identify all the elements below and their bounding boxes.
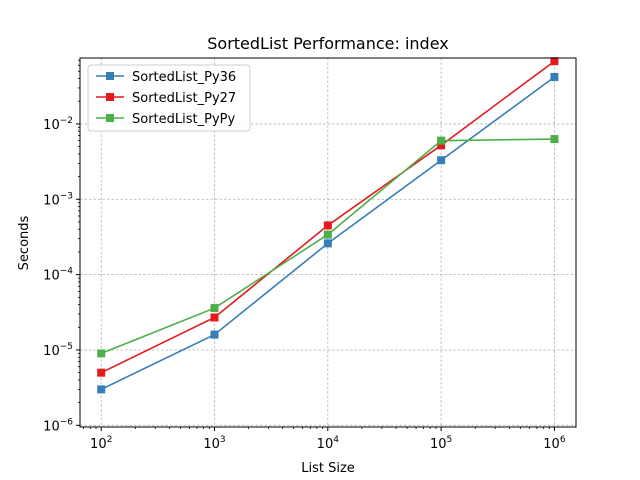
x-tick-label: 102 (90, 435, 112, 452)
data-point (323, 239, 332, 248)
y-tick-label: 10−4 (43, 267, 73, 284)
data-point (550, 72, 559, 81)
data-point (550, 135, 559, 144)
x-tick-label: 104 (317, 435, 340, 452)
data-point (437, 136, 446, 145)
legend-box (87, 64, 251, 132)
y-tick-label: 10−5 (43, 342, 73, 359)
legend-marker (106, 93, 114, 101)
x-axis: 102 103 104 105 106 (83, 427, 566, 452)
y-axis-label: Seconds (17, 215, 32, 270)
data-point (437, 156, 446, 165)
y-tick-label: 10−6 (43, 417, 73, 434)
data-point (323, 230, 332, 239)
legend-item: SortedList_PyPy (96, 112, 235, 127)
legend-label: SortedList_Py27 (132, 91, 236, 106)
legend-item: SortedList_Py36 (96, 70, 236, 85)
series-SortedList_Py36 (97, 72, 559, 394)
series-SortedList_PyPy (97, 135, 559, 358)
y-tick-label: 10−3 (43, 191, 73, 208)
legend-label: SortedList_Py36 (132, 70, 236, 85)
data-point (97, 385, 106, 394)
y-tick-label: 10−2 (43, 116, 73, 133)
data-point (210, 304, 219, 313)
data-point (210, 330, 219, 339)
chart-title: SortedList Performance: index (207, 34, 449, 53)
data-point (210, 313, 219, 322)
x-tick-label: 103 (203, 435, 225, 452)
data-point (550, 57, 559, 66)
legend-marker (106, 72, 114, 80)
legend-label: SortedList_PyPy (132, 112, 235, 127)
legend: SortedList_Py36 SortedList_Py27 SortedList… (87, 64, 251, 132)
data-point (97, 368, 106, 377)
legend-item: SortedList_Py27 (96, 91, 236, 106)
x-tick-label: 106 (543, 435, 566, 452)
series-SortedList_Py27 (97, 57, 559, 377)
x-gridlines (100, 58, 555, 427)
data-point (97, 349, 106, 358)
legend-marker (106, 114, 114, 122)
data-point (323, 221, 332, 230)
series-layer (97, 57, 559, 394)
data-point (437, 141, 446, 150)
x-axis-label: List Size (301, 461, 355, 476)
x-tick-label: 105 (430, 435, 452, 452)
y-axis: 10−6 10−5 10−4 10−3 10−2 (43, 59, 80, 434)
